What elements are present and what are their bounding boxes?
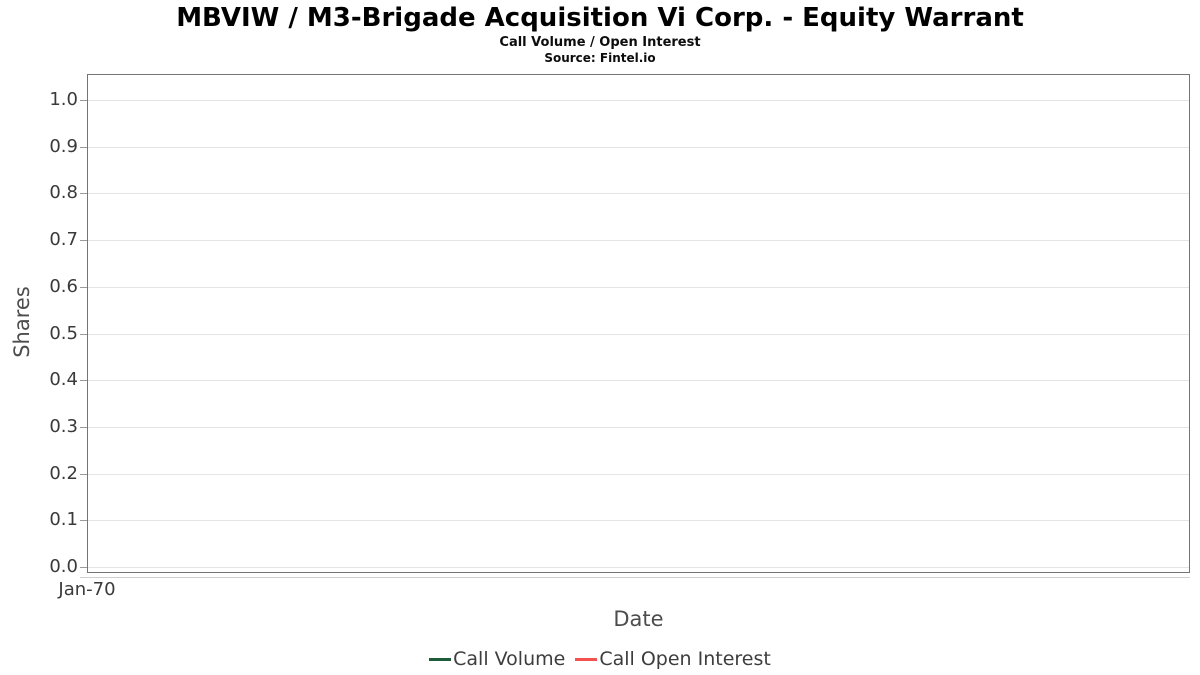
y-tick-label: 0.6 — [49, 276, 78, 297]
y-tick-label: 0.0 — [49, 556, 78, 577]
legend-item-call-open-interest: Call Open Interest — [575, 648, 771, 670]
chart-source-credit: Source: Fintel.io — [544, 51, 656, 65]
y-gridline — [88, 240, 1189, 241]
y-gridline — [88, 147, 1189, 148]
y-gridline — [88, 287, 1189, 288]
y-tick-label: 0.5 — [49, 323, 78, 344]
y-tick-mark — [80, 427, 87, 428]
y-tick-label: 0.9 — [49, 136, 78, 157]
y-gridline — [88, 427, 1189, 428]
x-axis-line — [80, 577, 1190, 578]
y-tick-mark — [80, 100, 87, 101]
y-gridline — [88, 100, 1189, 101]
x-axis-label: Date — [613, 607, 664, 631]
x-tick-label: Jan-70 — [58, 579, 116, 600]
y-gridline — [88, 193, 1189, 194]
y-tick-label: 0.4 — [49, 369, 78, 390]
y-tick-mark — [80, 520, 87, 521]
call-open-interest-line-swatch — [575, 657, 598, 661]
y-tick-mark — [80, 474, 87, 475]
legend-item-call-volume: Call Volume — [429, 648, 565, 670]
y-tick-label: 0.8 — [49, 182, 78, 203]
y-tick-mark — [80, 193, 87, 194]
y-tick-label: 0.7 — [49, 229, 78, 250]
legend-label-call-volume: Call Volume — [453, 648, 566, 670]
chart-subtitle: Call Volume / Open Interest — [499, 35, 701, 50]
y-tick-mark — [80, 240, 87, 241]
y-tick-label: 1.0 — [49, 89, 78, 110]
y-tick-mark — [80, 380, 87, 381]
y-tick-mark — [80, 287, 87, 288]
y-tick-mark — [80, 334, 87, 335]
plot-area — [87, 74, 1190, 573]
y-tick-mark — [80, 567, 87, 568]
y-tick-label: 0.3 — [49, 416, 78, 437]
legend-label-call-open-interest: Call Open Interest — [599, 648, 771, 670]
y-gridline — [88, 474, 1189, 475]
chart-title: MBVIW / M3-Brigade Acquisition Vi Corp. … — [176, 3, 1024, 33]
call-volume-line-swatch — [429, 657, 452, 661]
y-tick-label: 0.2 — [49, 463, 78, 484]
legend: Call Volume Call Open Interest — [0, 646, 1200, 672]
y-gridline — [88, 567, 1189, 568]
y-gridline — [88, 520, 1189, 521]
y-tick-mark — [80, 147, 87, 148]
y-gridline — [88, 380, 1189, 381]
y-tick-label: 0.1 — [49, 509, 78, 530]
y-gridline — [88, 334, 1189, 335]
